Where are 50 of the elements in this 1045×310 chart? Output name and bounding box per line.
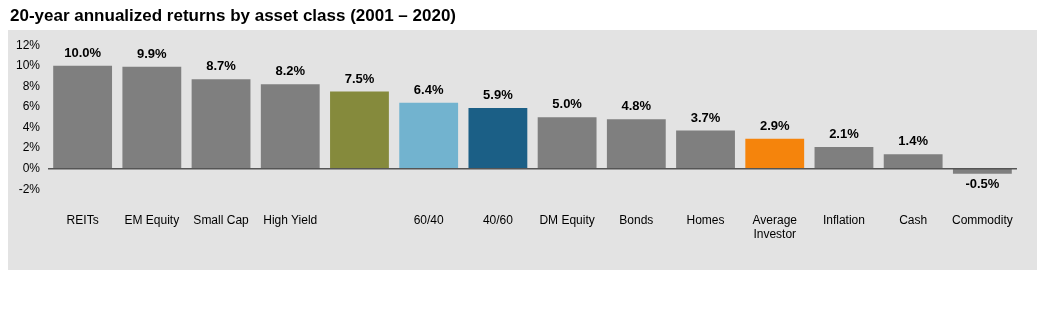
bar [399, 102, 459, 169]
data-label: 9.9% [137, 45, 168, 61]
data-label: 6.4% [413, 81, 444, 97]
x-tick-label: Small Cap [193, 212, 250, 227]
bar [537, 117, 597, 169]
data-label: 5.0% [552, 96, 583, 112]
x-tick-label: Cash [899, 212, 928, 227]
y-tick-label: 6% [22, 99, 41, 114]
data-label: 1.4% [898, 133, 929, 149]
x-tick-label: 40/60 [482, 212, 514, 227]
x-tick-label: EM Equity [124, 212, 180, 227]
x-tick-label: Homes [686, 212, 725, 227]
bar [122, 66, 182, 169]
data-label: 5.9% [483, 87, 514, 103]
x-tick-label: Inflation [822, 212, 865, 227]
y-tick-label: 12% [15, 37, 41, 52]
data-label: 3.7% [690, 109, 721, 125]
bar [260, 84, 320, 169]
y-tick-label: 8% [22, 78, 41, 93]
x-tick-label: REITs [66, 212, 99, 227]
y-tick-label: 10% [15, 58, 41, 73]
bar [883, 154, 943, 169]
data-label: 8.7% [206, 58, 237, 74]
bar [468, 107, 528, 169]
y-tick-label: 2% [22, 140, 41, 155]
data-label: 2.9% [759, 117, 790, 133]
x-tick-label: High Yield [263, 212, 318, 227]
data-label: 7.5% [344, 70, 375, 86]
bar [191, 79, 251, 169]
x-tick-label: Average Investor [752, 212, 798, 242]
data-label: 10.0% [64, 44, 102, 60]
y-tick-label: 4% [22, 119, 41, 134]
bar [53, 65, 113, 169]
bar [952, 168, 1012, 174]
bar [814, 147, 874, 169]
y-tick-label: -2% [18, 181, 41, 196]
y-tick-label: 0% [22, 160, 41, 175]
data-label: 4.8% [621, 98, 652, 114]
bar [606, 119, 666, 169]
data-label: 8.2% [275, 63, 306, 79]
data-label: -0.5% [965, 175, 1000, 191]
x-tick-label: Commodity [952, 212, 1013, 227]
bar [745, 138, 805, 169]
x-tick-label: DM Equity [539, 212, 595, 227]
x-tick-label: 60/40 [413, 212, 445, 227]
bar [330, 91, 389, 169]
chart-title: 20-year annualized returns by asset class (2001 – 2020) [9, 5, 458, 27]
data-label: 2.1% [829, 126, 860, 142]
bar [676, 130, 735, 169]
x-tick-label: Bonds [619, 212, 654, 227]
